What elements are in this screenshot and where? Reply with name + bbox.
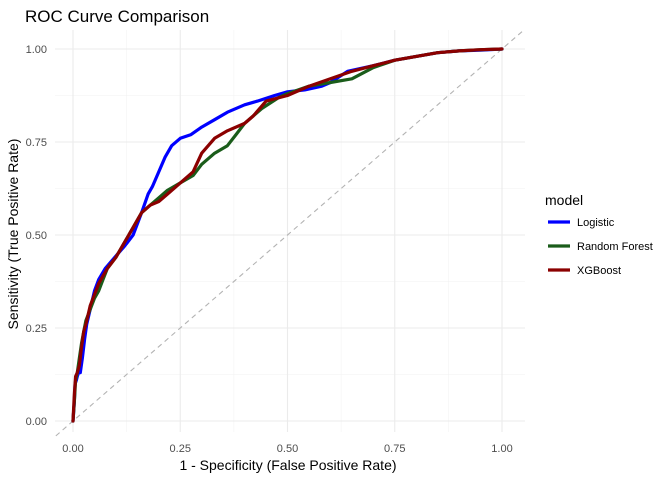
y-tick-label: 0.75 — [26, 137, 47, 149]
y-tick-labels: 0.00 0.25 0.50 0.75 1.00 — [26, 44, 47, 428]
x-tick-label: 0.25 — [170, 443, 191, 455]
legend: model Logistic Random Forest XGBoost — [545, 192, 653, 277]
legend-item-logistic: Logistic — [548, 217, 615, 229]
x-tick-label: 0.75 — [384, 443, 405, 455]
x-tick-label: 0.50 — [277, 443, 298, 455]
series-lines — [71, 47, 504, 423]
x-tick-labels: 0.00 0.25 0.50 0.75 1.00 — [62, 443, 512, 455]
legend-title: model — [545, 192, 583, 208]
y-tick-label: 0.00 — [26, 416, 47, 428]
legend-item-xgboost: XGBoost — [548, 265, 621, 277]
y-tick-label: 1.00 — [26, 44, 47, 56]
legend-label: Logistic — [577, 217, 615, 229]
x-tick-label: 0.00 — [62, 443, 83, 455]
reference-line-group — [55, 29, 524, 437]
x-tick-label: 1.00 — [491, 443, 512, 455]
legend-item-random-forest: Random Forest — [548, 241, 653, 253]
y-tick-label: 0.25 — [26, 323, 47, 335]
legend-label: XGBoost — [577, 265, 621, 277]
reference-diagonal-line — [55, 29, 524, 437]
chart-title: ROC Curve Comparison — [25, 7, 209, 26]
legend-items: Logistic Random Forest XGBoost — [548, 217, 653, 277]
y-axis-title: Sensitivity (True Positive Rate) — [5, 139, 21, 330]
legend-label: Random Forest — [577, 241, 653, 253]
series-line-xgboost — [71, 47, 504, 423]
x-axis-title: 1 - Specificity (False Positive Rate) — [179, 457, 396, 473]
y-tick-label: 0.50 — [26, 230, 47, 242]
